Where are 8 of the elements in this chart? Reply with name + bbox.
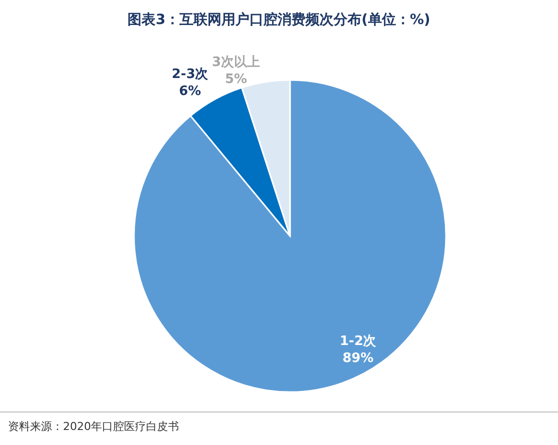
slice-label: 2-3次 xyxy=(172,67,210,82)
slice-label: 1-2次 xyxy=(340,334,378,349)
slice-label: 3次以上 xyxy=(212,55,260,70)
text: 资料来源：2020年口腔医疗白皮书 xyxy=(8,420,179,433)
data-label: 5% xyxy=(224,72,248,87)
data-label: 6% xyxy=(178,84,202,99)
chart-title: 图表3：互联网用户口腔消费频次分布(单位：%) xyxy=(128,11,430,28)
data-label: 89% xyxy=(342,351,374,366)
